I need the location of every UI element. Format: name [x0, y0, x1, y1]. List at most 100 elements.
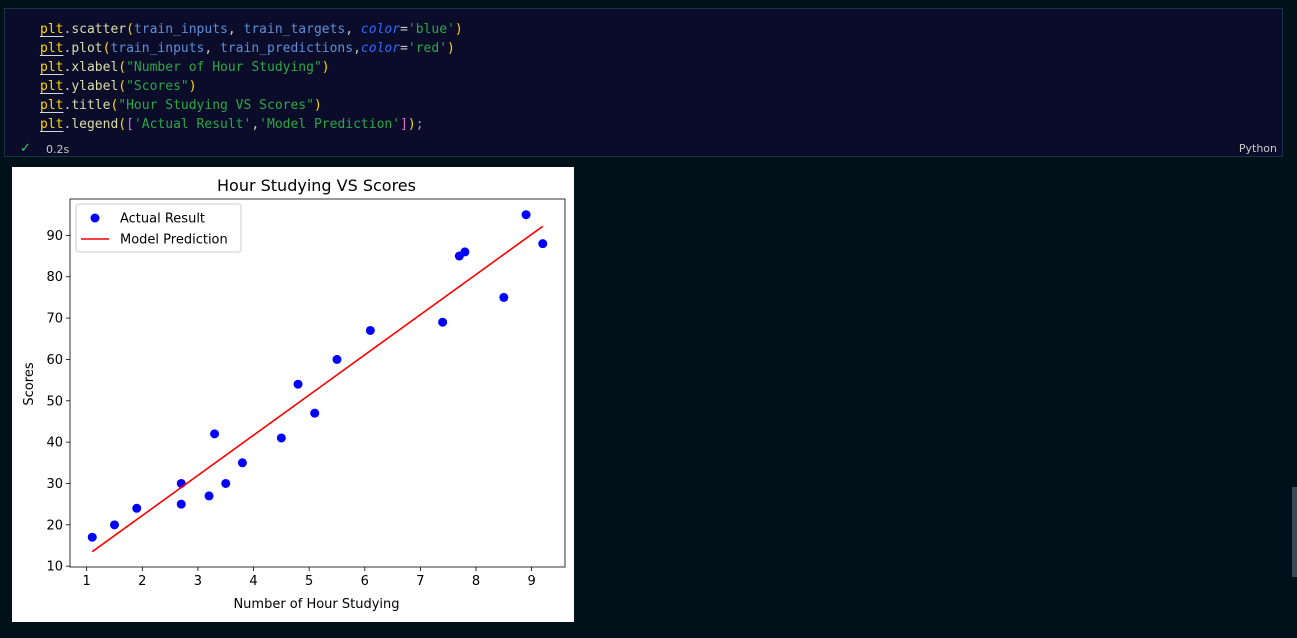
x-tick-label: 4	[249, 574, 257, 589]
code-token: color	[360, 22, 401, 37]
code-cell[interactable]: plt.scatter(train_inputs, train_targets,…	[4, 8, 1283, 157]
code-token: ;	[415, 117, 424, 132]
code-token: )	[321, 60, 330, 75]
legend-box	[75, 203, 242, 253]
chart-title: Hour Studying VS Scores	[217, 176, 416, 195]
code-line[interactable]: plt.title("Hour Studying VS Scores")	[40, 96, 463, 115]
data-point	[365, 325, 375, 335]
data-point	[210, 429, 220, 439]
data-point	[176, 499, 186, 509]
data-point	[276, 433, 286, 443]
code-token: )	[454, 22, 463, 37]
code-token: train_inputs	[110, 41, 205, 56]
x-tick-label: 3	[194, 574, 202, 589]
code-token: "Number of Hour Studying"	[126, 60, 322, 75]
code-token: ,	[204, 41, 221, 56]
y-tick-label: 70	[46, 312, 63, 327]
y-tick-label: 90	[46, 229, 63, 244]
code-token: =	[400, 41, 408, 56]
legend-marker	[90, 213, 100, 223]
y-tick-label: 30	[46, 477, 63, 492]
legend: Actual Result Model Prediction	[75, 203, 242, 253]
x-tick-label: 9	[527, 574, 535, 589]
code-token: .	[63, 98, 72, 113]
code-token: (	[118, 117, 127, 132]
code-token: )	[447, 41, 455, 56]
code-token: train_targets	[243, 22, 346, 37]
code-token: ,	[345, 22, 361, 37]
y-tick-label: 50	[46, 394, 63, 409]
code-token: .	[63, 117, 72, 132]
code-token: (	[110, 98, 119, 113]
y-tick-label: 10	[46, 560, 63, 575]
x-axis-label: Number of Hour Studying	[233, 597, 399, 612]
data-point	[87, 532, 97, 542]
y-axis-label: Scores	[22, 362, 37, 405]
data-point	[538, 239, 548, 249]
output-area: Hour Studying VS Scores Scores Number of…	[12, 167, 574, 622]
code-token: (	[126, 22, 134, 37]
x-tick-label: 1	[83, 574, 91, 589]
code-token: )	[407, 117, 416, 132]
code-token: plt	[40, 117, 64, 132]
code-token: xlabel	[71, 60, 119, 75]
code-editor[interactable]: plt.scatter(train_inputs, train_targets,…	[40, 20, 463, 134]
data-point	[221, 478, 231, 488]
code-token: ]	[400, 117, 408, 132]
x-tick-label: 2	[138, 574, 146, 589]
plot-frame	[69, 198, 566, 568]
code-token: .	[63, 41, 72, 56]
data-point	[204, 491, 214, 501]
code-token: "Scores"	[126, 79, 189, 94]
data-point	[293, 379, 303, 389]
code-token: ,	[227, 22, 244, 37]
check-icon: ✓	[20, 141, 31, 156]
code-token: (	[102, 41, 111, 56]
data-point	[132, 503, 142, 513]
y-tick-label: 60	[46, 353, 63, 368]
code-token: )	[188, 79, 197, 94]
code-token: )	[313, 98, 322, 113]
code-token: title	[71, 98, 111, 113]
data-point	[310, 408, 320, 418]
code-token: plt	[40, 79, 64, 94]
x-tick-label: 5	[305, 574, 313, 589]
x-tick-label: 7	[416, 574, 424, 589]
code-line[interactable]: plt.scatter(train_inputs, train_targets,…	[40, 20, 463, 39]
data-point	[109, 520, 119, 530]
code-token: ylabel	[71, 79, 119, 94]
scatter-plot: Hour Studying VS Scores Scores Number of…	[22, 176, 566, 612]
language-label[interactable]: Python	[1238, 142, 1277, 155]
code-token: =	[400, 22, 408, 37]
code-token: [	[126, 117, 134, 132]
y-tick-label: 20	[46, 518, 63, 533]
code-token: "Hour Studying VS Scores"	[118, 98, 314, 113]
y-tick-label: 80	[46, 270, 63, 285]
code-token: ,	[353, 41, 361, 56]
code-token: scatter	[71, 22, 127, 37]
code-token: .	[63, 22, 72, 37]
code-token: 'Model Prediction'	[259, 117, 401, 132]
y-tick-label: 40	[46, 436, 63, 451]
code-token: plot	[71, 41, 103, 56]
code-line[interactable]: plt.plot(train_inputs, train_predictions…	[40, 39, 463, 58]
code-token: plt	[40, 41, 64, 56]
code-token: color	[360, 41, 401, 56]
code-line[interactable]: plt.ylabel("Scores")	[40, 77, 463, 96]
legend-label: Actual Result	[120, 212, 205, 227]
code-token: 'red'	[407, 41, 448, 56]
prediction-line	[91, 225, 544, 553]
code-line[interactable]: plt.xlabel("Number of Hour Studying")	[40, 58, 463, 77]
code-token: .	[63, 60, 72, 75]
code-token: legend	[71, 117, 119, 132]
code-token: 'Actual Result'	[133, 117, 252, 132]
code-token: 'blue'	[407, 22, 455, 37]
scrollbar-thumb[interactable]	[1292, 487, 1297, 577]
execution-time: 0.2s	[46, 143, 70, 156]
data-point	[237, 458, 247, 468]
data-point	[438, 317, 448, 327]
code-line[interactable]: plt.legend(['Actual Result','Model Predi…	[40, 115, 463, 134]
code-token: train_inputs	[133, 22, 228, 37]
code-token: ,	[251, 117, 260, 132]
x-tick-label: 8	[472, 574, 480, 589]
